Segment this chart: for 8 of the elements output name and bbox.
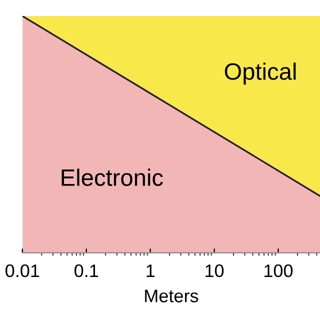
- x-tick-label: 10: [206, 264, 224, 278]
- x-tick-label: 0.1: [74, 264, 98, 278]
- series-label: Electronic: [62, 168, 163, 186]
- series-label: Optical: [224, 62, 296, 85]
- x-axis-title: Meters: [145, 290, 198, 302]
- x-tick-label: 0.01: [6, 264, 40, 278]
- x-tick-label: 100: [264, 264, 293, 278]
- x-tick-label: 1: [146, 264, 154, 277]
